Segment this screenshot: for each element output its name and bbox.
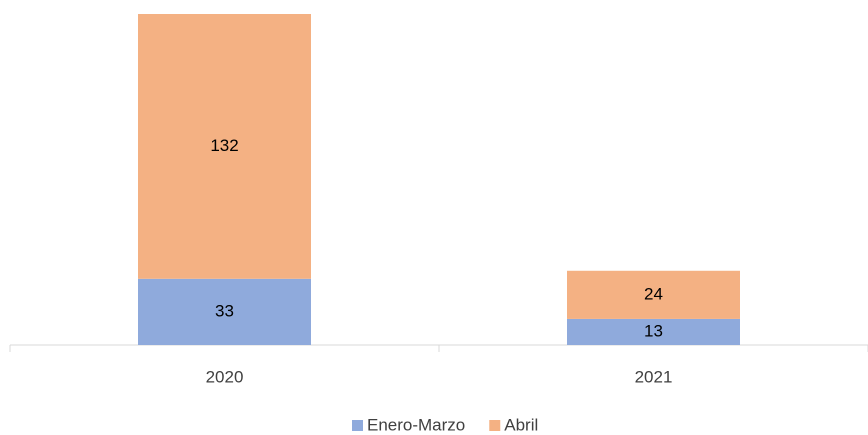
legend-swatch (489, 420, 501, 431)
x-tick-label: 2020 (206, 367, 244, 386)
data-label: 132 (210, 136, 238, 155)
bar-segment (138, 278, 311, 345)
bar-segment (567, 270, 740, 319)
data-label: 24 (644, 284, 663, 303)
x-tick-label: 2021 (635, 367, 673, 386)
data-label: 13 (644, 321, 663, 340)
legend-swatch (352, 420, 363, 431)
bar-segment (567, 318, 740, 345)
legend-label: Enero-Marzo (367, 415, 465, 434)
legend-label: Abril (504, 415, 538, 434)
data-label: 33 (215, 301, 234, 320)
bar-segment (138, 14, 311, 279)
